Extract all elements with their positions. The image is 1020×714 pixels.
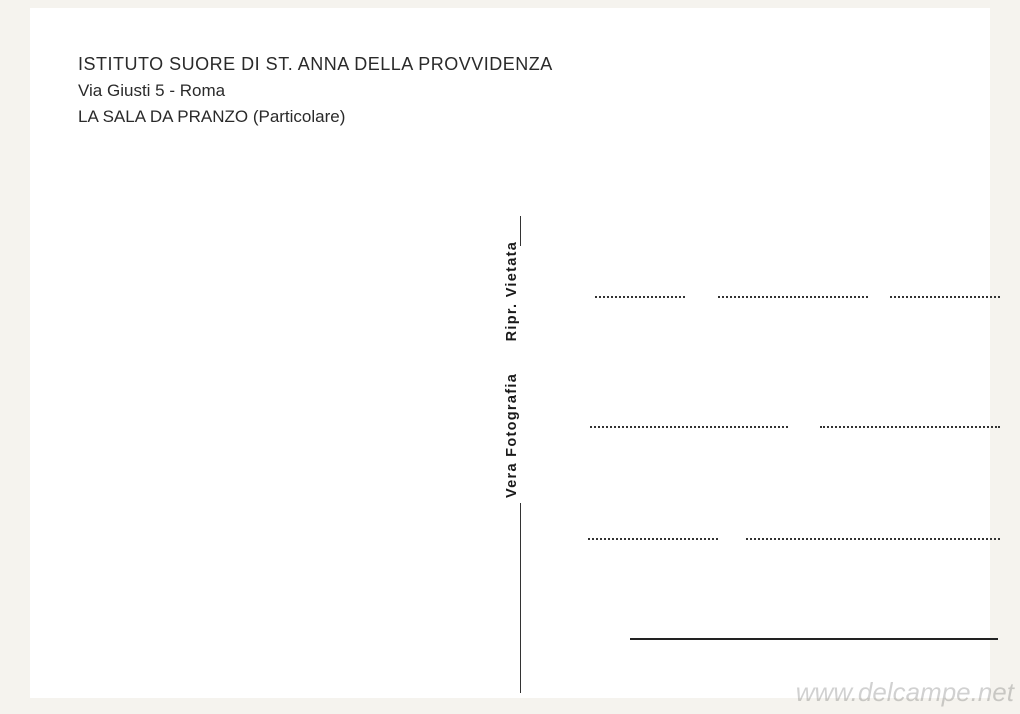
address-dotted-line: [746, 538, 1000, 540]
caption-line-3b: (Particolare): [253, 107, 346, 126]
address-dotted-line: [588, 538, 718, 540]
spine-text-wrap: Vera Fotografia Ripr. Vietata: [520, 253, 540, 498]
center-divider-bottom: [520, 503, 521, 693]
center-divider-top: [520, 216, 521, 246]
address-dotted-line: [718, 296, 868, 298]
caption-line-2: Via Giusti 5 - Roma: [78, 81, 553, 101]
spine-text: Vera Fotografia Ripr. Vietata: [504, 241, 520, 498]
caption-block: ISTITUTO SUORE DI ST. ANNA DELLA PROVVID…: [78, 54, 553, 127]
address-dotted-line: [820, 426, 1000, 428]
address-dotted-line: [890, 296, 1000, 298]
address-underline: [630, 638, 998, 640]
caption-line-1: ISTITUTO SUORE DI ST. ANNA DELLA PROVVID…: [78, 54, 553, 75]
address-dotted-line: [590, 426, 788, 428]
caption-line-3: LA SALA DA PRANZO (Particolare): [78, 107, 553, 127]
address-dotted-line: [595, 296, 685, 298]
caption-line-3a: LA SALA DA PRANZO: [78, 107, 253, 126]
postcard-back: ISTITUTO SUORE DI ST. ANNA DELLA PROVVID…: [30, 8, 990, 698]
